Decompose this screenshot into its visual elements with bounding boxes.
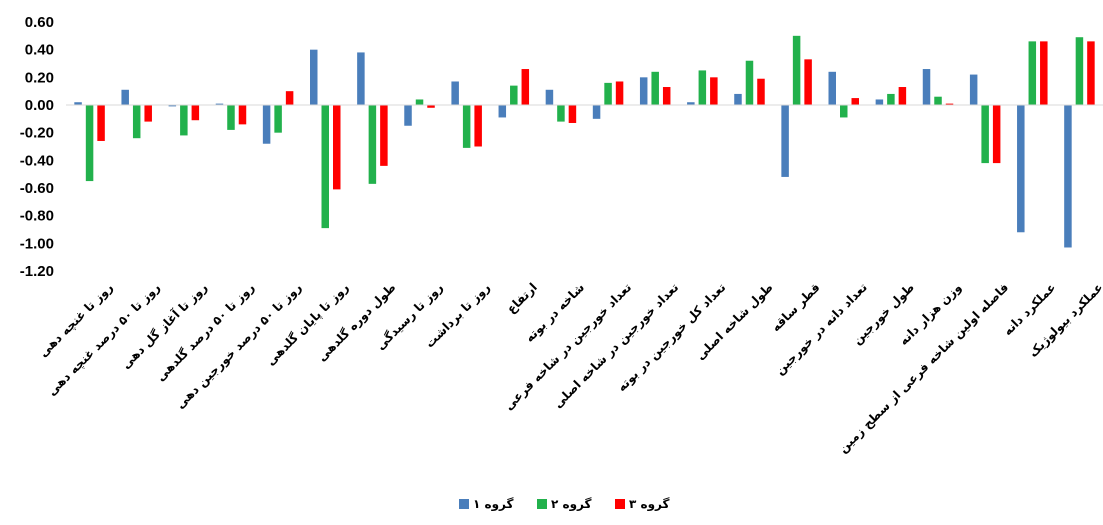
bar-series-3	[238, 105, 247, 125]
bar-series-3	[992, 105, 1001, 164]
bar-series-2	[415, 99, 424, 105]
bar-series-2	[321, 105, 329, 229]
y-tick-label: 0.60	[25, 14, 54, 31]
legend-label-1: گروه ۱	[473, 497, 514, 512]
bar-series-2	[1075, 37, 1084, 105]
legend-swatch-3	[615, 499, 625, 509]
x-tick-label: طول دوره گلدهی	[315, 280, 399, 364]
bar-series-2	[557, 105, 565, 122]
bar-series-2	[1028, 41, 1037, 105]
bar-series-1	[875, 99, 884, 105]
bar-series-1	[1017, 105, 1025, 233]
bar-series-1	[215, 103, 224, 105]
bar-series-2	[887, 93, 895, 105]
bar-series-3	[97, 105, 105, 141]
bar-series-2	[792, 35, 801, 105]
bar-series-1	[781, 105, 789, 177]
y-tick-label: 0.00	[25, 97, 54, 114]
bar-series-1	[357, 52, 365, 105]
bars	[74, 35, 1095, 248]
bar-series-2	[180, 105, 188, 136]
bar-series-2	[651, 71, 659, 105]
bar-series-1	[404, 105, 412, 126]
legend-label-3: گروه ۳	[629, 497, 670, 512]
bar-series-1	[969, 74, 978, 105]
legend-swatch-2	[537, 499, 547, 509]
legend: گروه ۱ گروه ۲ گروه ۳	[459, 497, 670, 512]
bar-series-2	[934, 96, 942, 105]
y-tick-label: -0.80	[20, 208, 54, 225]
y-axis: 0.60 0.40 0.20 0.00 -0.20 -0.40 -0.60 -0.80 -1.0…	[20, 14, 54, 280]
bar-series-3	[474, 105, 482, 147]
bar-series-3	[710, 77, 718, 105]
bar-series-1	[545, 89, 554, 105]
bar-series-3	[898, 87, 907, 105]
y-tick-label: -0.60	[20, 180, 54, 197]
y-tick-label: -0.40	[20, 152, 54, 169]
bar-series-2	[745, 60, 754, 105]
bar-series-3	[333, 105, 341, 190]
bar-series-2	[85, 105, 94, 182]
bar-series-1	[168, 105, 177, 107]
bar-series-3	[144, 105, 152, 122]
bar-series-2	[132, 105, 141, 139]
y-tick-label: -0.20	[20, 125, 54, 142]
bar-series-2	[227, 105, 235, 130]
legend-label-2: گروه ۲	[551, 497, 592, 512]
bar-series-3	[615, 81, 624, 105]
x-tick-label: تعداد دانه در خورجین	[773, 280, 871, 378]
x-tick-label: ارتفاع	[504, 280, 540, 316]
bar-series-3	[191, 105, 200, 121]
bar-series-3	[427, 105, 435, 108]
bar-series-2	[510, 85, 518, 105]
bar-series-1	[922, 69, 931, 105]
bar-series-1	[74, 102, 82, 105]
bar-series-1	[121, 89, 129, 105]
bar-series-3	[1040, 41, 1048, 105]
y-tick-label: -1.20	[20, 263, 54, 280]
bar-series-1	[498, 105, 507, 118]
bar-series-3	[285, 91, 294, 105]
bar-series-3	[662, 87, 671, 105]
x-tick-label: روز تا پایان گلدهی	[263, 280, 352, 369]
bar-series-2	[698, 70, 707, 105]
bar-series-3	[568, 105, 577, 123]
bar-series-1	[1064, 105, 1072, 248]
bar-series-1	[734, 93, 742, 105]
bar-series-3	[521, 69, 530, 105]
x-tick-label: روز تا آغاز گل دهی	[118, 279, 211, 372]
bar-series-3	[945, 103, 954, 105]
x-tick-label: فاصله اولین شاخه فرعی از سطح زمین	[836, 280, 1012, 456]
y-tick-label: 0.40	[25, 42, 54, 59]
bar-series-2	[981, 105, 989, 164]
bar-series-2	[368, 105, 377, 184]
y-tick-label: 0.20	[25, 69, 54, 86]
bar-series-1	[828, 71, 836, 105]
bar-series-2	[840, 105, 848, 118]
bar-series-1	[451, 81, 459, 105]
bar-series-2	[604, 82, 612, 105]
bar-series-2	[274, 105, 282, 133]
bar-series-1	[687, 102, 695, 105]
bar-series-3	[804, 59, 812, 105]
bar-series-1	[592, 105, 601, 119]
bar-series-3	[1087, 41, 1095, 105]
bar-series-3	[851, 98, 859, 105]
bar-series-3	[380, 105, 388, 166]
bar-series-1	[310, 49, 318, 105]
bar-series-2	[462, 105, 471, 148]
bar-series-1	[262, 105, 271, 144]
legend-swatch-1	[459, 499, 469, 509]
y-tick-label: -1.00	[20, 235, 54, 252]
bar-series-1	[639, 77, 648, 105]
bar-series-3	[757, 78, 765, 105]
